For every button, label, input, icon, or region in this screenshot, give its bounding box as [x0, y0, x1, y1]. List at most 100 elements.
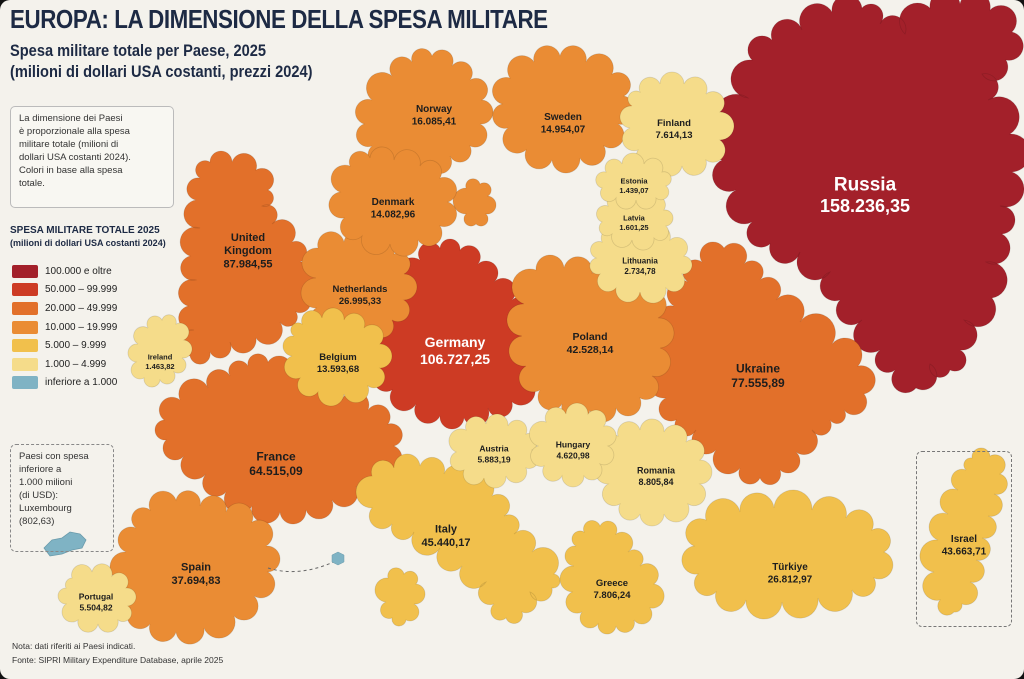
luxembourg-marker [331, 551, 345, 566]
country-value-russia: 158.236,35 [820, 196, 910, 216]
legend-label: 1.000 – 4.999 [45, 358, 107, 370]
country-value-finland: 7.614,13 [656, 130, 693, 141]
country-name-austria: Austria [479, 444, 509, 454]
country-value-united-kingdom: 87.984,55 [224, 258, 273, 270]
country-name-russia: Russia [834, 175, 897, 196]
country-name-t-rkiye: Türkiye [772, 562, 808, 573]
country-name-portugal: Portugal [79, 592, 113, 602]
country-value-poland: 42.528,14 [567, 344, 614, 356]
legend-label: 10.000 – 19.999 [45, 321, 118, 333]
country-value-latvia: 1.601,25 [619, 223, 648, 232]
legend-label: 20.000 – 49.999 [45, 302, 118, 314]
legend-item: 50.000 – 99.999 [12, 281, 117, 300]
country-shape-romania [594, 418, 713, 527]
country-name-ukraine: Ukraine [736, 362, 780, 376]
country-name-united-kingdom: Kingdom [224, 245, 272, 257]
country-name-denmark: Denmark [372, 197, 415, 208]
country-value-spain: 37.694,83 [172, 575, 221, 587]
country-shape-austria [448, 413, 539, 489]
luxembourg-leader-line [267, 559, 339, 573]
legend-item: 10.000 – 19.999 [12, 318, 117, 337]
legend-label: inferiore a 1.000 [45, 377, 118, 389]
country-value-t-rkiye: 26.812,97 [768, 575, 813, 586]
legend-swatch [12, 301, 38, 315]
subtitle: Spesa militare totale per Paese, 2025 (m… [10, 40, 312, 82]
country-name-united-kingdom: United [231, 232, 265, 244]
info-box: La dimensione dei Paesi è proporzionale … [10, 106, 174, 208]
country-name-germany: Germany [425, 334, 486, 350]
country-value-ireland: 1.463,82 [145, 362, 174, 371]
country-value-israel: 43.663,71 [942, 547, 987, 558]
country-value-sweden: 14.954,07 [541, 125, 586, 136]
info-line: Colori in base alla spesa [19, 165, 123, 176]
country-name-latvia: Latvia [623, 213, 646, 222]
info-line: La dimensione dei Paesi [19, 113, 123, 124]
legend-item: inferiore a 1.000 [12, 374, 117, 393]
lux-line: Luxembourg [19, 503, 72, 514]
country-shape-sardinia [374, 567, 426, 627]
country-value-belgium: 13.593,68 [317, 364, 359, 375]
footnote-note: Nota: dati riferiti ai Paesi indicati. [12, 641, 136, 651]
country-shape-norway [355, 48, 494, 182]
legend-swatch [12, 357, 38, 371]
info-line: è proporzionale alla spesa [19, 126, 130, 137]
legend-label: 100.000 e oltre [45, 265, 112, 277]
country-value-ukraine: 77.555,89 [731, 376, 785, 390]
country-value-romania: 8.805,84 [638, 477, 673, 487]
country-shape-greece [559, 520, 665, 635]
footnote-source: Fonte: SIPRI Military Expenditure Databa… [12, 655, 224, 665]
country-name-hungary: Hungary [556, 440, 591, 450]
country-name-estonia: Estonia [620, 176, 648, 185]
legend: 100.000 e oltre 50.000 – 99.999 20.000 –… [12, 262, 117, 392]
country-shape-belgium [282, 307, 393, 407]
country-shape-norwayisland [452, 178, 497, 227]
lux-line: (802,63) [19, 516, 55, 527]
country-name-romania: Romania [637, 466, 676, 476]
country-shape-hungary [529, 402, 617, 488]
lux-line: 1.000 milioni [19, 477, 73, 488]
country-shape-israel [919, 447, 1008, 616]
lux-line: Paesi con spesa [19, 451, 89, 462]
country-value-italy: 45.440,17 [422, 537, 471, 549]
legend-swatch [12, 376, 38, 390]
luxembourg-shape [43, 531, 87, 557]
country-shape-united-kingdom [178, 150, 318, 365]
legend-title: SPESA MILITARE TOTALE 2025 (milioni di d… [10, 224, 166, 250]
country-name-ireland: Ireland [148, 352, 173, 361]
country-value-austria: 5.883,19 [477, 454, 510, 464]
country-value-germany: 106.727,25 [420, 351, 490, 367]
country-name-italy: Italy [435, 523, 458, 535]
legend-swatch [12, 264, 38, 278]
country-value-france: 64.515,09 [249, 464, 303, 478]
country-shape-ireland [127, 314, 193, 388]
country-value-norway: 16.085,41 [412, 117, 457, 128]
country-value-hungary: 4.620,98 [556, 450, 589, 460]
country-shape-finland [619, 71, 735, 177]
country-shape-estonia [595, 152, 672, 210]
country-name-lithuania: Lithuania [622, 256, 658, 265]
lux-line: inferiore a [19, 464, 62, 475]
legend-item: 100.000 e oltre [12, 262, 117, 281]
country-value-netherlands: 26.995,33 [339, 296, 381, 307]
country-name-israel: Israel [951, 534, 977, 545]
subtitle-line: (milioni di dollari USA costanti, prezzi… [10, 62, 313, 81]
country-name-france: France [256, 450, 296, 464]
legend-item: 20.000 – 49.999 [12, 299, 117, 318]
country-name-greece: Greece [596, 578, 628, 589]
country-value-portugal: 5.504,82 [79, 602, 112, 612]
page-title: EUROPA: LA DIMENSIONE DELLA SPESA MILITA… [10, 4, 548, 34]
country-shape-portugal [57, 563, 137, 633]
country-value-estonia: 1.439,07 [619, 186, 648, 195]
country-value-lithuania: 2.734,78 [624, 267, 656, 276]
info-line: totale. [19, 178, 45, 189]
country-shape-denmark [328, 146, 457, 257]
country-shape-russia [708, 0, 1024, 394]
legend-item: 5.000 – 9.999 [12, 336, 117, 355]
info-line: dollari USA costanti 2024). [19, 152, 131, 163]
country-shape-sweden [492, 45, 636, 174]
country-name-netherlands: Netherlands [333, 284, 388, 295]
legend-title-line: SPESA MILITARE TOTALE 2025 [10, 225, 160, 236]
country-name-poland: Poland [572, 331, 607, 343]
country-shape-t-rkiye [681, 489, 894, 620]
